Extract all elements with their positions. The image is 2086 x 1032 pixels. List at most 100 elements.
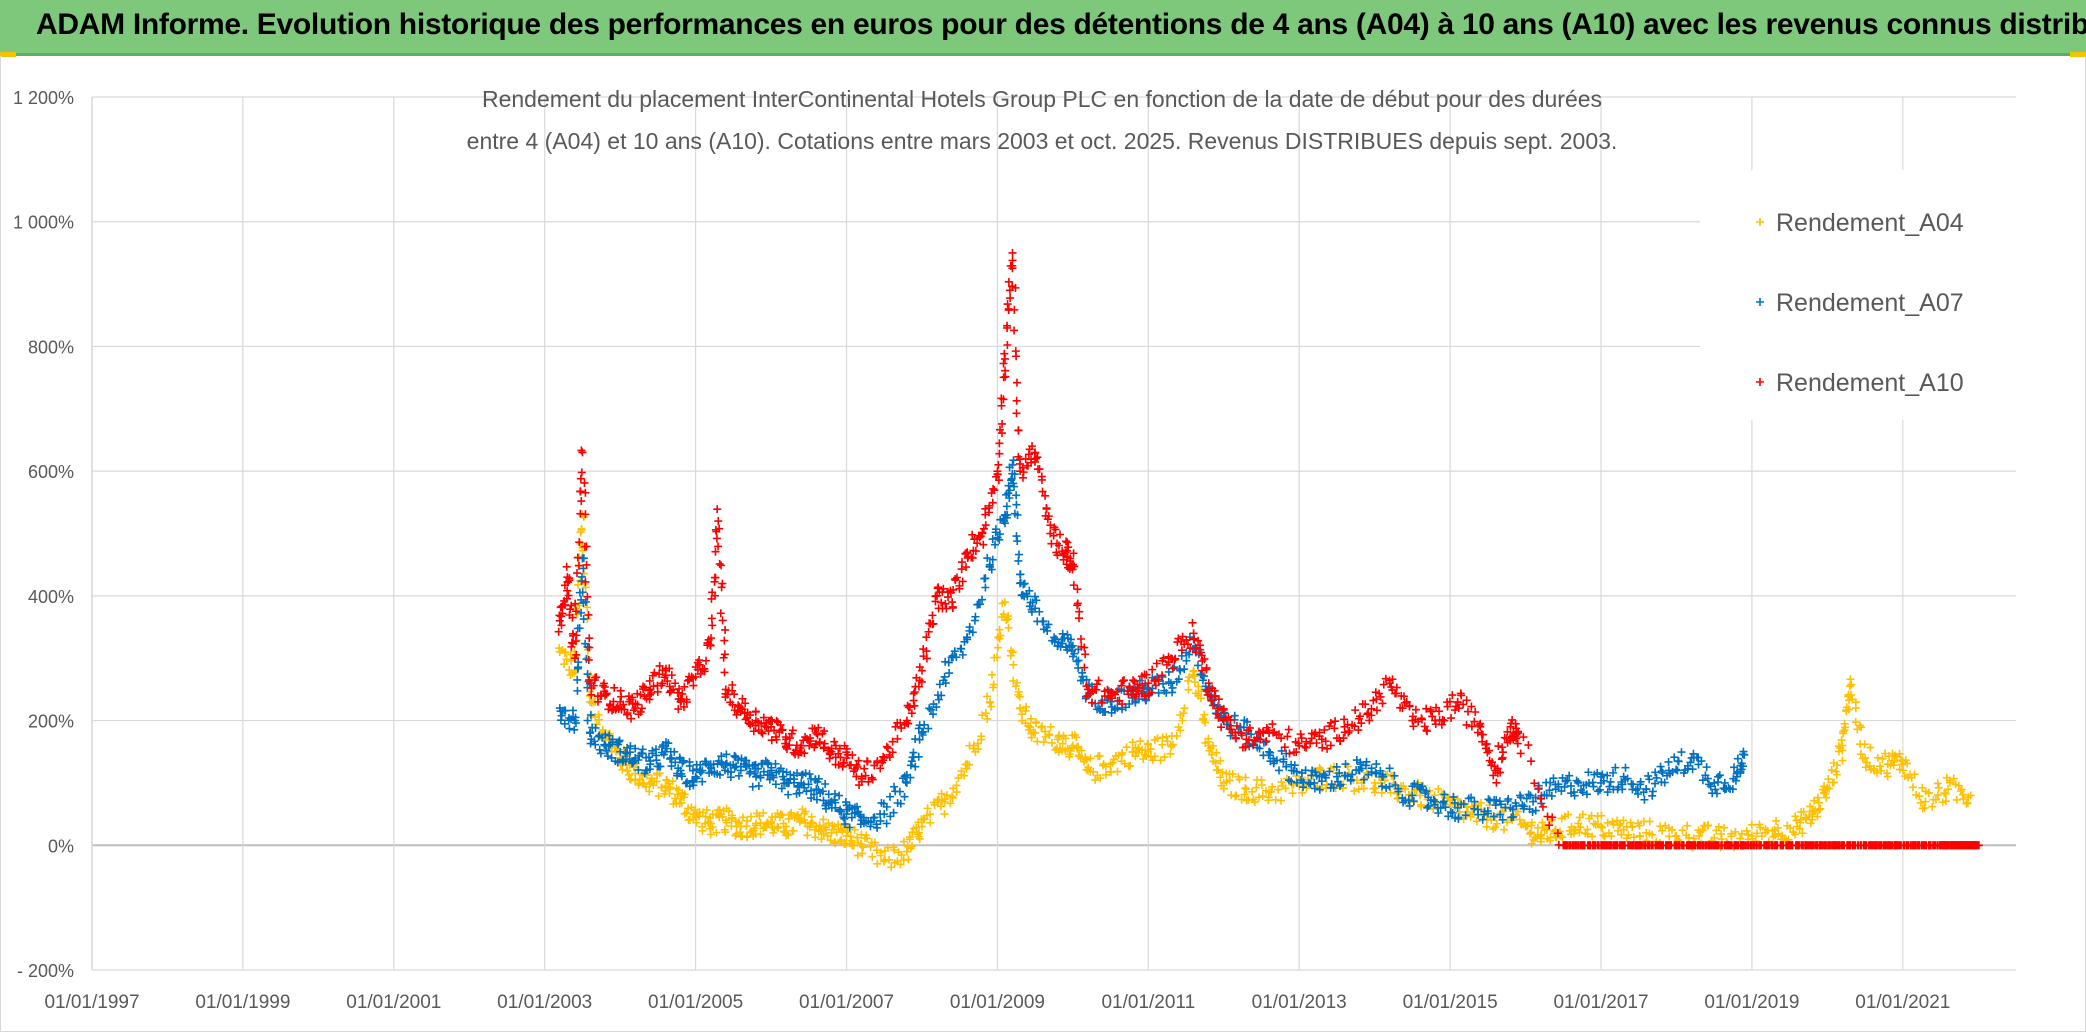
data-point: [1330, 724, 1339, 733]
data-point: [988, 498, 997, 507]
data-point: [1918, 783, 1927, 792]
data-point: [1196, 694, 1205, 703]
data-point: [1032, 718, 1041, 727]
data-point: [795, 788, 804, 797]
data-point: [1144, 740, 1153, 749]
data-point: [949, 585, 958, 594]
data-point: [1941, 789, 1950, 798]
data-point: [1949, 774, 1958, 783]
data-point: [1138, 681, 1147, 690]
data-point: [1326, 741, 1335, 750]
data-point: [850, 825, 859, 834]
data-point: [1513, 807, 1522, 816]
chart-title-line-2: entre 4 (A04) et 10 ans (A10). Cotations…: [467, 128, 1618, 154]
data-point: [1073, 601, 1082, 610]
data-point: [1441, 803, 1450, 812]
data-point: [1275, 766, 1284, 775]
data-point: [1122, 743, 1131, 752]
data-point: [1015, 692, 1024, 701]
data-point: [1010, 305, 1019, 314]
data-point: [636, 707, 645, 716]
data-point: [758, 729, 767, 738]
data-point: [1974, 841, 1983, 850]
data-point: [572, 650, 581, 659]
data-point: [566, 605, 575, 614]
data-point: [784, 831, 793, 840]
data-point: [558, 601, 567, 610]
data-point: [908, 842, 917, 851]
data-point: [1272, 756, 1281, 765]
data-point: [1453, 803, 1462, 812]
data-point: [1031, 454, 1040, 463]
data-point: [1158, 740, 1167, 749]
data-point: [1520, 802, 1529, 811]
data-point: [823, 831, 832, 840]
data-point: [928, 611, 937, 620]
data-point: [1846, 690, 1855, 699]
data-point: [1688, 765, 1697, 774]
data-point: [1009, 660, 1018, 669]
data-point: [922, 647, 931, 656]
data-point: [1513, 739, 1522, 748]
data-point: [1557, 787, 1566, 796]
data-point: [917, 822, 926, 831]
data-point: [1462, 696, 1471, 705]
data-point: [680, 682, 689, 691]
data-point: [1144, 679, 1153, 688]
data-point: [1171, 654, 1180, 663]
data-point: [1242, 785, 1251, 794]
data-point: [1190, 677, 1199, 686]
data-point: [1041, 491, 1050, 500]
data-point: [932, 703, 941, 712]
data-point: [870, 813, 879, 822]
data-point: [1466, 812, 1475, 821]
data-point: [945, 669, 954, 678]
data-point: [1916, 798, 1925, 807]
data-point: [1359, 775, 1368, 784]
data-point: [1422, 787, 1431, 796]
data-point: [950, 647, 959, 656]
data-point: [1768, 826, 1777, 835]
data-point: [711, 547, 720, 556]
data-point: [1231, 792, 1240, 801]
data-point: [1513, 727, 1522, 736]
data-point: [912, 823, 921, 832]
x-tick-label: 01/01/2021: [1855, 992, 1950, 1013]
data-point: [741, 699, 750, 708]
data-point: [1475, 721, 1484, 730]
grid: [91, 96, 2016, 971]
data-point: [1418, 782, 1427, 791]
data-point: [1606, 777, 1615, 786]
data-point: [1684, 833, 1693, 842]
data-point: [678, 689, 687, 698]
data-point: [1204, 679, 1213, 688]
data-point: [1422, 704, 1431, 713]
data-point: [1004, 612, 1013, 621]
data-point: [1214, 713, 1223, 722]
data-point: [817, 834, 826, 843]
data-point: [1941, 797, 1950, 806]
data-point: [695, 660, 704, 669]
data-point: [682, 808, 691, 817]
data-point: [674, 764, 683, 773]
data-point: [975, 533, 984, 542]
data-point: [1198, 676, 1207, 685]
data-point: [893, 734, 902, 743]
data-point: [1000, 519, 1009, 528]
data-point: [1379, 772, 1388, 781]
data-point: [730, 690, 739, 699]
data-point: [1417, 802, 1426, 811]
data-point: [1706, 782, 1715, 791]
data-point: [1560, 782, 1569, 791]
data-point: [1228, 770, 1237, 779]
data-point: [619, 700, 628, 709]
data-point: [1543, 812, 1552, 821]
data-point: [1454, 813, 1463, 822]
data-point: [1212, 748, 1221, 757]
data-point: [637, 704, 646, 713]
data-point: [667, 754, 676, 763]
data-point: [1063, 645, 1072, 654]
data-point: [1774, 829, 1783, 838]
data-point: [677, 798, 686, 807]
